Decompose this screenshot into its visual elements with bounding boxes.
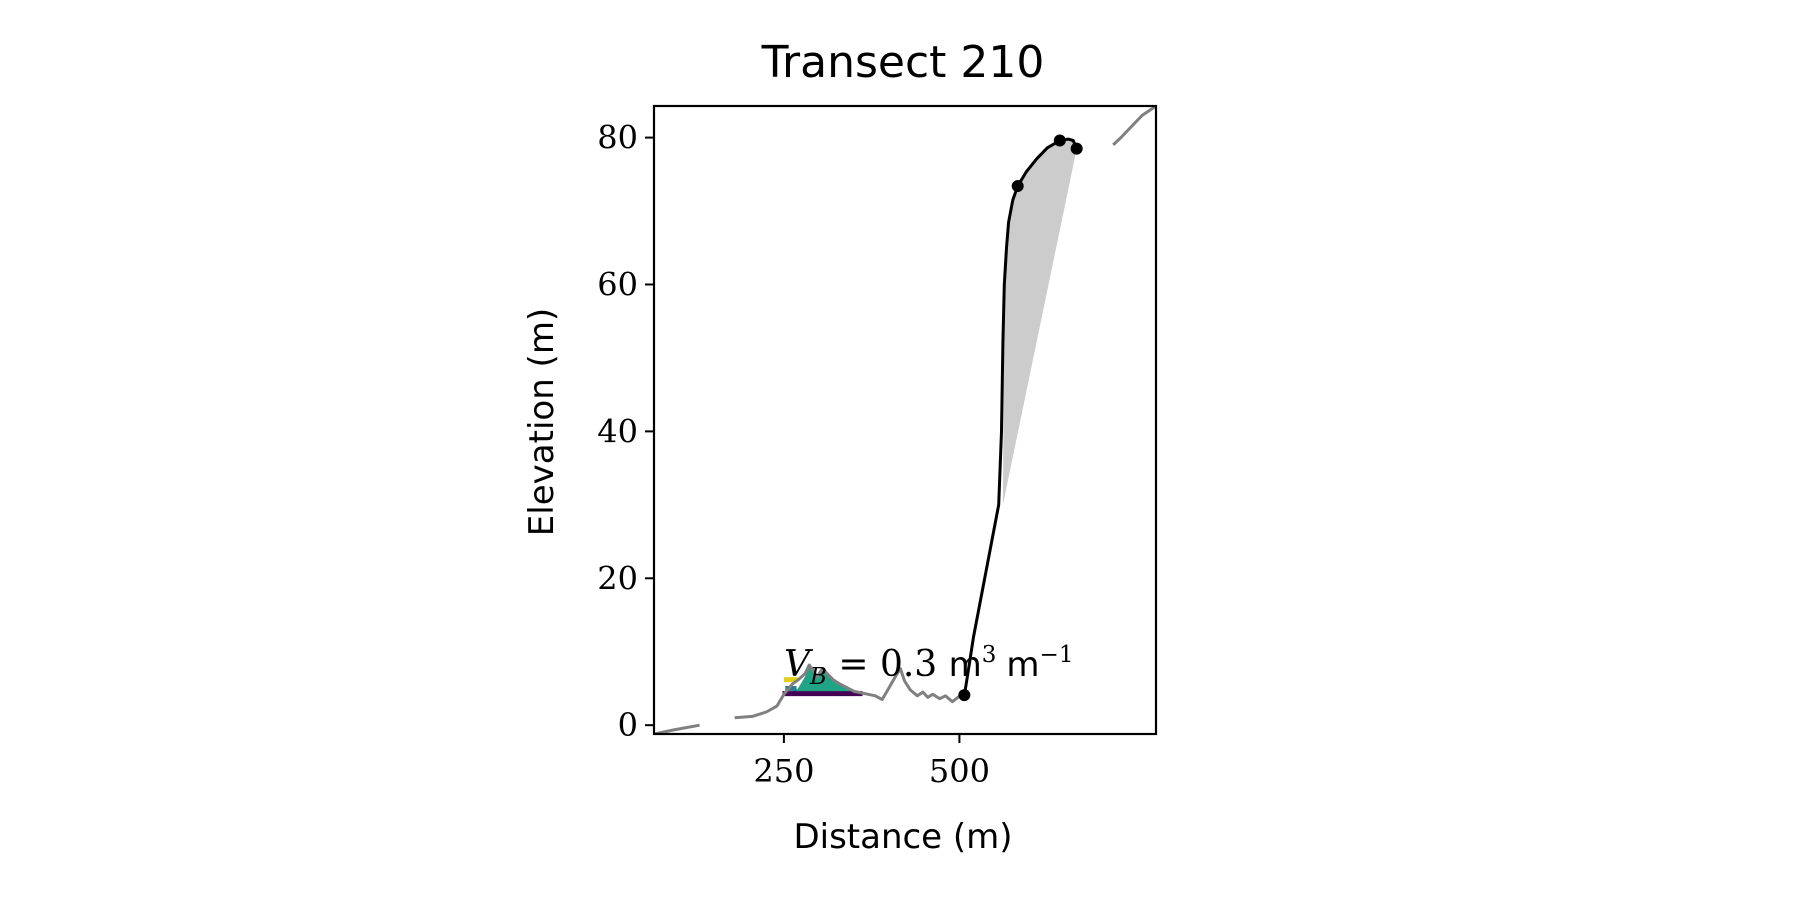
annotation-unit-m: m (1006, 645, 1039, 685)
annotation-exp-minus1: −1 (1040, 642, 1074, 668)
x-tick-label-1: 500 (929, 752, 990, 790)
cliff-fill-region (1002, 139, 1077, 505)
annotation-exp-3: 3 (982, 642, 997, 668)
plot-area (654, 106, 1156, 734)
chart-title: Transect 210 (761, 37, 1045, 88)
y-tick-label-1: 20 (597, 559, 638, 597)
annotation-subscript: B (809, 664, 827, 690)
plot-clip-group (654, 106, 1156, 734)
y-axis-label: Elevation (m) (522, 308, 562, 536)
x-tick-label-0: 250 (753, 752, 814, 790)
y-tick-label-0: 0 (618, 706, 638, 744)
x-axis-label: Distance (m) (793, 817, 1012, 857)
annotation-equals: = 0.3 (827, 644, 949, 685)
profile-segment-0 (654, 723, 700, 734)
annotation-volume: VB = 0.3 m3 m−1 (784, 642, 1073, 690)
cliff-point-1 (1011, 180, 1024, 193)
annotation-v: V (784, 644, 814, 685)
profile-segment-1 (734, 663, 964, 720)
cliff-point-2 (1053, 134, 1066, 147)
annotation-unit-m3: m (949, 645, 982, 685)
cliff-point-3 (1070, 142, 1083, 155)
cliff-point-0 (958, 689, 971, 702)
profile-segment-2 (1112, 106, 1156, 146)
axes-frame (652, 104, 1158, 736)
axis-ticks: 250 500 0 20 40 60 80 (597, 119, 990, 790)
y-tick-label-4: 80 (597, 119, 638, 157)
y-tick-label-3: 60 (597, 265, 638, 303)
y-tick-label-2: 40 (597, 412, 638, 450)
